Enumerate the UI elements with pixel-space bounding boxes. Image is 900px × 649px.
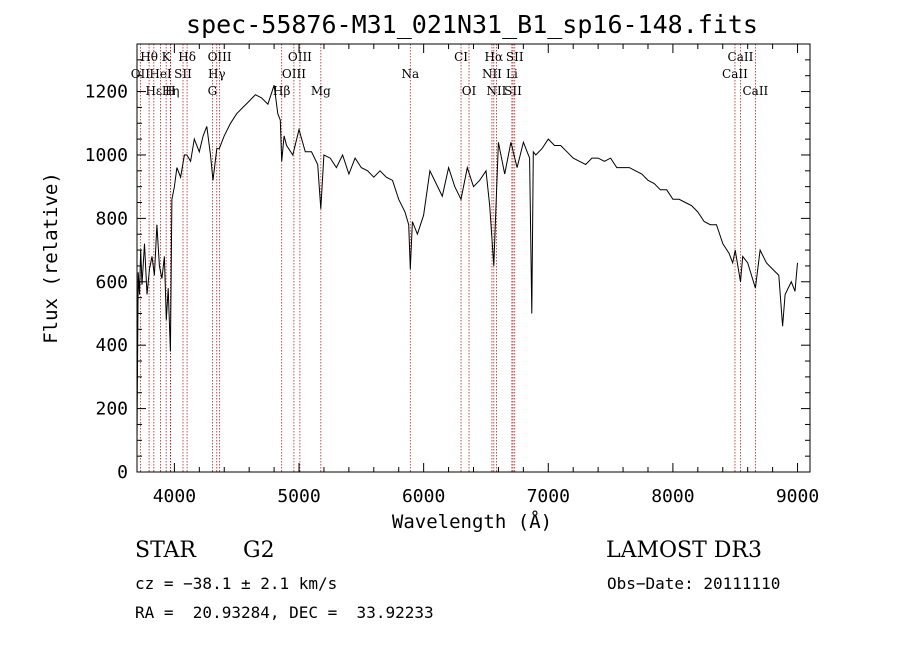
y-tick-label: 200 bbox=[95, 399, 128, 420]
line-marker-label: Hγ bbox=[208, 67, 226, 81]
line-marker-label: CI bbox=[454, 50, 468, 64]
line-marker-label: SII bbox=[506, 50, 524, 64]
x-tick-label: 8000 bbox=[651, 486, 694, 507]
x-tick-label: 6000 bbox=[402, 486, 445, 507]
y-axis: 0 200 400 600 800 1000 1200 bbox=[85, 59, 810, 483]
line-marker-label: OII bbox=[131, 67, 151, 81]
plot-frame bbox=[136, 43, 811, 473]
y-tick-label: 800 bbox=[95, 208, 128, 229]
y-tick-label: 0 bbox=[117, 462, 128, 483]
observation-date: Obs−Date: 20111110 bbox=[607, 574, 781, 593]
y-tick-label: 600 bbox=[95, 272, 128, 293]
coordinates: RA = 20.93284, DEC = 33.92233 bbox=[135, 603, 434, 622]
line-marker-label: Mg bbox=[311, 84, 331, 98]
line-marker-label: OIII bbox=[282, 67, 306, 81]
x-tick-label: 4000 bbox=[153, 486, 196, 507]
chart-title: spec-55876-M31_021N31_B1_sp16-148.fits bbox=[186, 10, 758, 39]
line-markers bbox=[139, 44, 756, 472]
line-marker-label: Hε bbox=[145, 84, 162, 98]
y-tick-label: 400 bbox=[95, 335, 128, 356]
line-marker-label: NII bbox=[482, 67, 502, 81]
x-tick-label: 9000 bbox=[776, 486, 819, 507]
object-class: STAR bbox=[135, 538, 196, 563]
redshift-velocity: cz = −38.1 ± 2.1 km/s bbox=[135, 574, 338, 593]
line-marker-label: Hη bbox=[162, 84, 180, 98]
line-marker-label: Hθ bbox=[140, 50, 158, 64]
y-tick-label: 1200 bbox=[85, 82, 128, 103]
line-marker-label: Hδ bbox=[178, 50, 196, 64]
line-marker-label: G bbox=[208, 84, 218, 98]
line-marker-label: OIII bbox=[288, 50, 312, 64]
line-marker-label: Na bbox=[401, 67, 419, 81]
line-marker-label: OI bbox=[462, 84, 477, 98]
y-axis-label: Flux (relative) bbox=[40, 172, 62, 344]
y-tick-label: 1000 bbox=[85, 145, 128, 166]
line-marker-label: OIII bbox=[208, 50, 232, 64]
line-marker-label: CaII bbox=[728, 50, 754, 64]
line-marker-label: Li bbox=[506, 67, 518, 81]
line-marker-label: SII bbox=[504, 84, 522, 98]
spectrum-line bbox=[136, 85, 798, 441]
object-subclass: G2 bbox=[243, 538, 275, 563]
line-marker-label: HeI bbox=[149, 67, 172, 81]
line-marker-label: H bbox=[165, 84, 175, 98]
line-marker-label: CaII bbox=[742, 84, 768, 98]
x-axis-label: Wavelength (Å) bbox=[392, 510, 552, 533]
line-marker-label: Hα bbox=[485, 50, 504, 64]
x-tick-label: 7000 bbox=[527, 486, 570, 507]
x-tick-label: 5000 bbox=[277, 486, 320, 507]
line-marker-label: NII bbox=[486, 84, 506, 98]
line-marker-label: CaII bbox=[722, 67, 748, 81]
x-axis: 4000 5000 6000 7000 8000 9000 bbox=[153, 44, 819, 507]
survey-name: LAMOST DR3 bbox=[606, 538, 762, 563]
line-marker-label: SII bbox=[174, 67, 192, 81]
line-marker-label: Hβ bbox=[273, 84, 290, 98]
line-marker-label: K bbox=[162, 50, 172, 64]
